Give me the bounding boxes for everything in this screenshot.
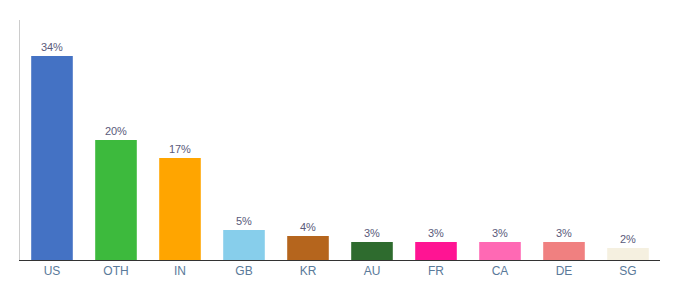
svg-text:SG: SG (619, 264, 636, 278)
svg-text:CA: CA (492, 264, 509, 278)
svg-text:FR: FR (428, 264, 444, 278)
svg-text:KR: KR (300, 264, 317, 278)
svg-text:3%: 3% (428, 227, 444, 239)
svg-text:20%: 20% (105, 125, 127, 137)
svg-text:AU: AU (364, 264, 381, 278)
svg-text:2%: 2% (620, 233, 636, 245)
svg-text:3%: 3% (556, 227, 572, 239)
svg-text:34%: 34% (41, 41, 63, 53)
svg-text:IN: IN (174, 264, 186, 278)
svg-text:5%: 5% (236, 215, 252, 227)
svg-text:17%: 17% (169, 143, 191, 155)
svg-text:OTH: OTH (103, 264, 128, 278)
svg-text:DE: DE (556, 264, 573, 278)
svg-text:4%: 4% (300, 221, 316, 233)
svg-text:3%: 3% (364, 227, 380, 239)
svg-text:US: US (44, 264, 61, 278)
svg-text:GB: GB (235, 264, 252, 278)
svg-text:3%: 3% (492, 227, 508, 239)
